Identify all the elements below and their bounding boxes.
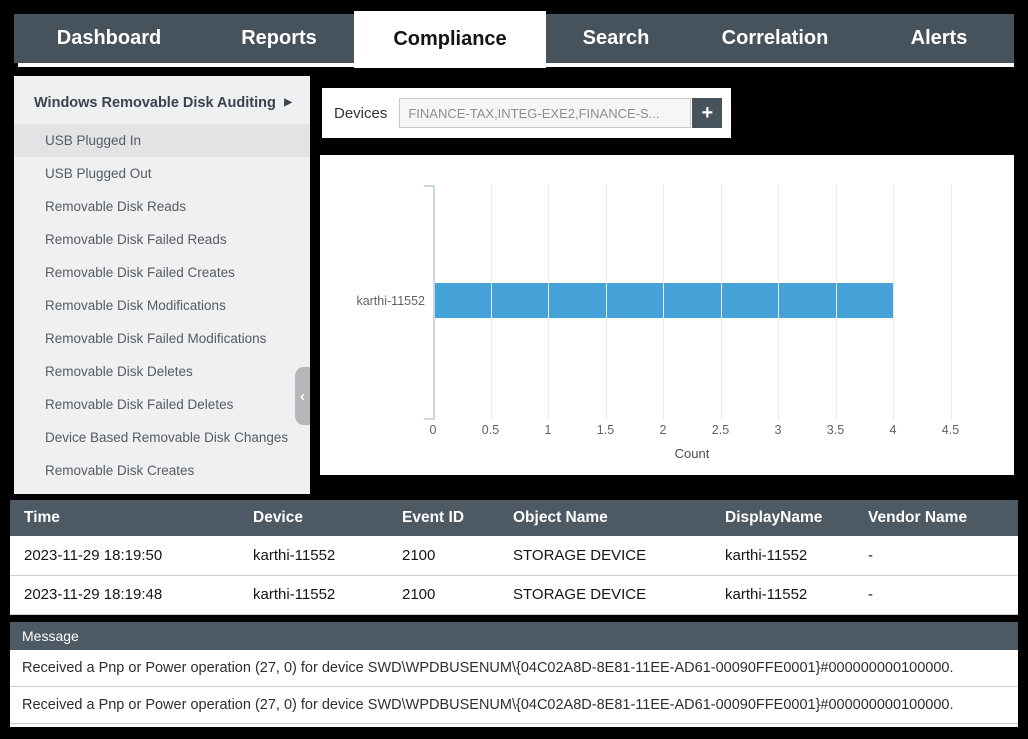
- column-header-event-id[interactable]: Event ID: [388, 500, 499, 536]
- sidebar-group-windows-removable-disk-auditing[interactable]: Windows Removable Disk Auditing ▶: [14, 88, 310, 124]
- events-table: Time Device Event ID Object Name DisplayName…: [10, 500, 1018, 615]
- collapse-chevron-icon: ‹: [300, 387, 305, 405]
- axis-serif-top: [424, 185, 434, 187]
- table-cell: STORAGE DEVICE: [499, 575, 711, 615]
- column-header-displayname[interactable]: DisplayName: [711, 500, 854, 536]
- nav-tab-dashboard[interactable]: Dashboard: [56, 27, 162, 49]
- chart-gridline: [720, 185, 722, 420]
- chart-gridline: [548, 185, 549, 420]
- table-cell: karthi-11552: [239, 536, 388, 576]
- message-panel-header: Message: [10, 622, 1018, 650]
- x-tick-label: 1: [544, 423, 552, 437]
- sidebar-item-device-based-removable-disk-changes[interactable]: Device Based Removable Disk Changes: [45, 430, 289, 445]
- events-table-header: Time Device Event ID Object Name DisplayName…: [10, 500, 1018, 536]
- report-sidebar: Windows Removable Disk Auditing ▶ USB Pl…: [14, 76, 310, 494]
- sidebar-item-removable-disk-failed-modifications[interactable]: Removable Disk Failed Modifications: [45, 331, 267, 346]
- sidebar-item-usb-plugged-in[interactable]: USB Plugged In: [14, 124, 310, 157]
- chart-gridline: [605, 185, 607, 420]
- table-cell: karthi-11552: [239, 575, 388, 615]
- x-tick-label: 2.5: [711, 423, 730, 437]
- axis-serif-bottom: [424, 418, 434, 420]
- column-header-vendor-name[interactable]: Vendor Name: [854, 500, 1018, 536]
- message-panel: Message Received a Pnp or Power operatio…: [10, 622, 1018, 727]
- sidebar-group-label: Windows Removable Disk Auditing: [34, 95, 276, 111]
- top-nav-bar: Dashboard Reports Compliance Search Correlat…: [14, 11, 1014, 68]
- usb-plugged-in-chart: karthi-11552 Count 0 0.5 1 1.5 2 2.5 3 3.5 4 4.5: [320, 155, 1014, 475]
- table-cell: 2100: [388, 536, 499, 576]
- sidebar-item-removable-disk-modifications[interactable]: Removable Disk Modifications: [45, 298, 226, 313]
- chart-gridline: [490, 185, 492, 420]
- sidebar-item-removable-disk-failed-deletes[interactable]: Removable Disk Failed Deletes: [45, 397, 234, 412]
- chart-gridline: [835, 185, 837, 420]
- x-axis-title: Count: [674, 446, 710, 461]
- sidebar-item-list: USB Plugged In USB Plugged Out Removable D…: [14, 124, 310, 487]
- sidebar-item-usb-plugged-out[interactable]: USB Plugged Out: [45, 166, 152, 181]
- x-tick-label: 0.5: [481, 423, 500, 437]
- sidebar-item-removable-disk-deletes[interactable]: Removable Disk Deletes: [45, 364, 193, 379]
- nav-tab-search[interactable]: Search: [582, 27, 650, 49]
- x-tick-label: 3.5: [826, 423, 845, 437]
- column-header-device[interactable]: Device: [239, 500, 388, 536]
- nav-tab-alerts[interactable]: Alerts: [910, 27, 968, 49]
- nav-tab-reports[interactable]: Reports: [241, 27, 317, 49]
- chart-gridline: [778, 185, 779, 420]
- table-row[interactable]: 2023-11-29 18:19:50 karthi-11552 2100 STORA…: [10, 536, 1018, 576]
- x-tick-label: 4.5: [941, 423, 960, 437]
- submenu-arrow-icon: ▶: [284, 97, 292, 108]
- table-cell: STORAGE DEVICE: [499, 536, 711, 576]
- table-cell: karthi-11552: [711, 536, 854, 576]
- table-cell: 2100: [388, 575, 499, 615]
- table-cell: karthi-11552: [711, 575, 854, 615]
- sidebar-item-removable-disk-reads[interactable]: Removable Disk Reads: [45, 199, 187, 214]
- sidebar-item-removable-disk-failed-reads[interactable]: Removable Disk Failed Reads: [45, 232, 227, 247]
- devices-label: Devices: [334, 104, 388, 122]
- message-row: Received a Pnp or Power operation (27, 0…: [10, 650, 1018, 687]
- x-tick-label: 3: [774, 423, 782, 437]
- nav-tab-correlation[interactable]: Correlation: [721, 27, 829, 49]
- chart-gridline: [663, 185, 664, 420]
- x-tick-label: 2: [659, 423, 667, 437]
- add-device-button[interactable]: +: [692, 98, 723, 128]
- nav-tab-compliance[interactable]: Compliance: [354, 11, 546, 68]
- chart-category-label: karthi-11552: [356, 294, 425, 308]
- devices-input[interactable]: [399, 98, 692, 128]
- chart-gridline: [950, 185, 952, 420]
- sidebar-item-removable-disk-creates[interactable]: Removable Disk Creates: [45, 463, 195, 478]
- chart-gridline: [893, 185, 894, 420]
- table-cell: -: [854, 575, 1018, 615]
- message-row: Received a Pnp or Power operation (27, 0…: [10, 687, 1018, 724]
- message-row-list: Received a Pnp or Power operation (27, 0…: [10, 650, 1018, 724]
- sidebar-item-removable-disk-failed-creates[interactable]: Removable Disk Failed Creates: [45, 265, 235, 280]
- y-axis-line: [433, 185, 435, 420]
- column-header-time[interactable]: Time: [10, 500, 239, 536]
- x-tick-label: 0: [429, 423, 437, 437]
- sidebar-collapse-handle[interactable]: ‹: [295, 367, 310, 425]
- table-cell: 2023-11-29 18:19:50: [10, 536, 239, 576]
- devices-picker: Devices +: [322, 88, 731, 138]
- table-cell: -: [854, 536, 1018, 576]
- column-header-object-name[interactable]: Object Name: [499, 500, 711, 536]
- table-row[interactable]: 2023-11-29 18:19:48 karthi-11552 2100 STORA…: [10, 575, 1018, 615]
- table-cell: 2023-11-29 18:19:48: [10, 575, 239, 615]
- x-tick-label: 1.5: [596, 423, 615, 437]
- x-tick-label: 4: [889, 423, 897, 437]
